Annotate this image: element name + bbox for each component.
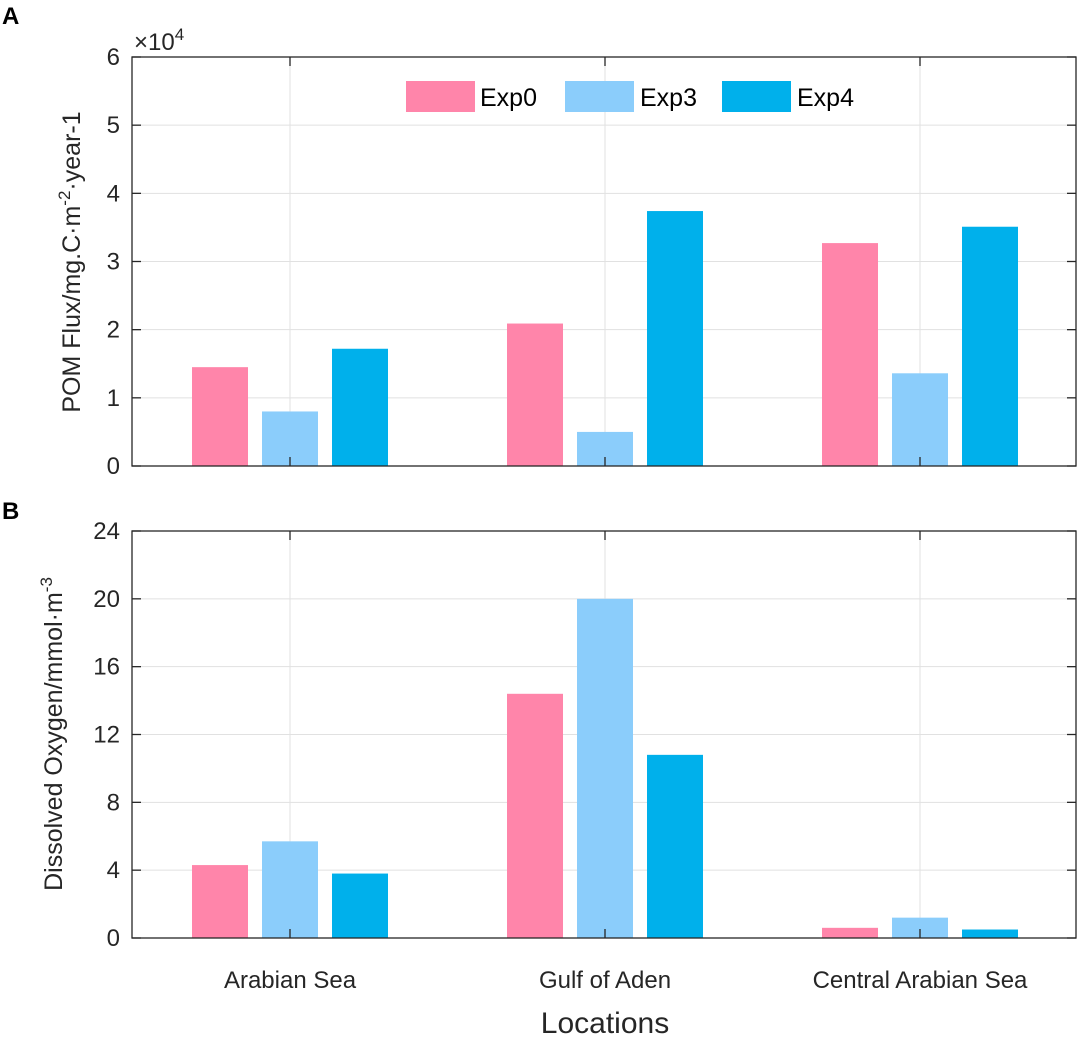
x-tick-label-central-arabian-sea: Central Arabian Sea (813, 967, 1028, 994)
legend-label-exp4: Exp4 (797, 84, 854, 112)
y-tick-label-a: 6 (107, 44, 120, 71)
x-axis-label: Locations (541, 1007, 669, 1039)
y-axis-label-a-tail: ·year-1 (58, 111, 86, 190)
legend: Exp0 Exp3 Exp4 (406, 81, 854, 112)
y-tick-label-a: 3 (107, 249, 120, 276)
y-tick-label-a: 4 (107, 180, 120, 207)
legend-swatch-exp4 (722, 81, 791, 112)
bar-a-exp0-arabian-sea (192, 367, 248, 466)
y-tick-label-a: 2 (107, 317, 120, 344)
bar-a-exp0-central-arabian-sea (822, 243, 878, 466)
y-tick-label-b: 4 (107, 857, 120, 884)
bar-a-exp4-gulf-of-aden (647, 211, 703, 466)
bar-b-exp3-central-arabian-sea (892, 917, 948, 938)
panel-label-a: A (2, 3, 19, 30)
bar-b-exp0-central-arabian-sea (822, 927, 878, 938)
y-axis-label-b: Dissolved Oxygen/mmol·m-3 (37, 577, 68, 891)
bar-layer (192, 211, 1018, 938)
y-tick-label-b: 20 (93, 586, 120, 613)
bar-a-exp3-central-arabian-sea (892, 373, 948, 466)
bar-a-exp4-central-arabian-sea (962, 226, 1018, 466)
y-tick-label-a: 0 (107, 453, 120, 480)
legend-label-exp0: Exp0 (480, 84, 537, 112)
y-axis-label-b-main: Dissolved Oxygen/mmol·m (40, 592, 68, 891)
y-axis-label-a-sup: -2 (55, 191, 74, 206)
bar-b-exp4-arabian-sea (332, 873, 388, 938)
y-tick-label-b: 12 (93, 722, 120, 749)
bar-b-exp0-gulf-of-aden (507, 693, 563, 938)
x-tick-label-arabian-sea: Arabian Sea (224, 967, 357, 994)
y-tick-label-b: 24 (93, 518, 120, 545)
legend-swatch-exp0 (406, 81, 475, 112)
x-tick-label-gulf-of-aden: Gulf of Aden (539, 967, 671, 994)
y-axis-label-a-main: POM Flux/mg.C·m (58, 206, 86, 413)
y-tick-label-b: 8 (107, 789, 120, 816)
y-axis-label-b-sup: -3 (37, 577, 56, 592)
y-tick-label-a: 5 (107, 112, 120, 139)
y-axis-multiplier: ×104 (134, 25, 184, 56)
legend-swatch-exp3 (565, 81, 634, 112)
bar-b-exp3-arabian-sea (262, 841, 318, 938)
panel-label-b: B (2, 498, 19, 525)
y-tick-label-b: 16 (93, 654, 120, 681)
multiplier-exp: 4 (175, 25, 184, 44)
y-tick-label-a: 1 (107, 385, 120, 412)
bar-b-exp3-gulf-of-aden (577, 598, 633, 938)
bar-b-exp4-central-arabian-sea (962, 929, 1018, 938)
y-axis-label-a: POM Flux/mg.C·m-2·year-1 (55, 111, 86, 412)
multiplier-base: ×10 (134, 29, 175, 56)
y-tick-label-b: 0 (107, 925, 120, 952)
bar-b-exp4-gulf-of-aden (647, 754, 703, 938)
bar-a-exp0-gulf-of-aden (507, 323, 563, 466)
bar-b-exp0-arabian-sea (192, 865, 248, 938)
bar-a-exp4-arabian-sea (332, 348, 388, 466)
legend-label-exp3: Exp3 (640, 84, 697, 112)
bar-a-exp3-arabian-sea (262, 411, 318, 466)
